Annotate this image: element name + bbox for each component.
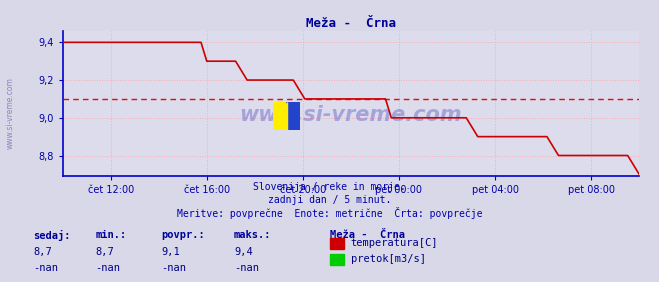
Text: zadnji dan / 5 minut.: zadnji dan / 5 minut.	[268, 195, 391, 204]
Text: sedaj:: sedaj:	[33, 230, 71, 241]
Text: Meža -  Črna: Meža - Črna	[330, 230, 405, 240]
Title: Meža -  Črna: Meža - Črna	[306, 17, 396, 30]
Text: www.si-vreme.com: www.si-vreme.com	[240, 105, 462, 125]
Text: Slovenija / reke in morje.: Slovenija / reke in morje.	[253, 182, 406, 192]
Text: 8,7: 8,7	[33, 247, 51, 257]
Text: Meritve: povprečne  Enote: metrične  Črta: povprečje: Meritve: povprečne Enote: metrične Črta:…	[177, 207, 482, 219]
Text: -nan: -nan	[33, 263, 58, 273]
Bar	[273, 102, 287, 130]
Text: 9,1: 9,1	[161, 247, 180, 257]
Polygon shape	[287, 102, 300, 130]
Text: min.:: min.:	[96, 230, 127, 240]
Text: temperatura[C]: temperatura[C]	[351, 238, 438, 248]
Text: -nan: -nan	[96, 263, 121, 273]
Polygon shape	[273, 102, 287, 130]
Text: povpr.:: povpr.:	[161, 230, 205, 240]
Text: 9,4: 9,4	[234, 247, 252, 257]
Text: maks.:: maks.:	[234, 230, 272, 240]
Text: -nan: -nan	[161, 263, 186, 273]
Text: www.si-vreme.com: www.si-vreme.com	[5, 77, 14, 149]
Bar	[287, 102, 300, 130]
Text: 8,7: 8,7	[96, 247, 114, 257]
Text: pretok[m3/s]: pretok[m3/s]	[351, 254, 426, 265]
Text: -nan: -nan	[234, 263, 259, 273]
